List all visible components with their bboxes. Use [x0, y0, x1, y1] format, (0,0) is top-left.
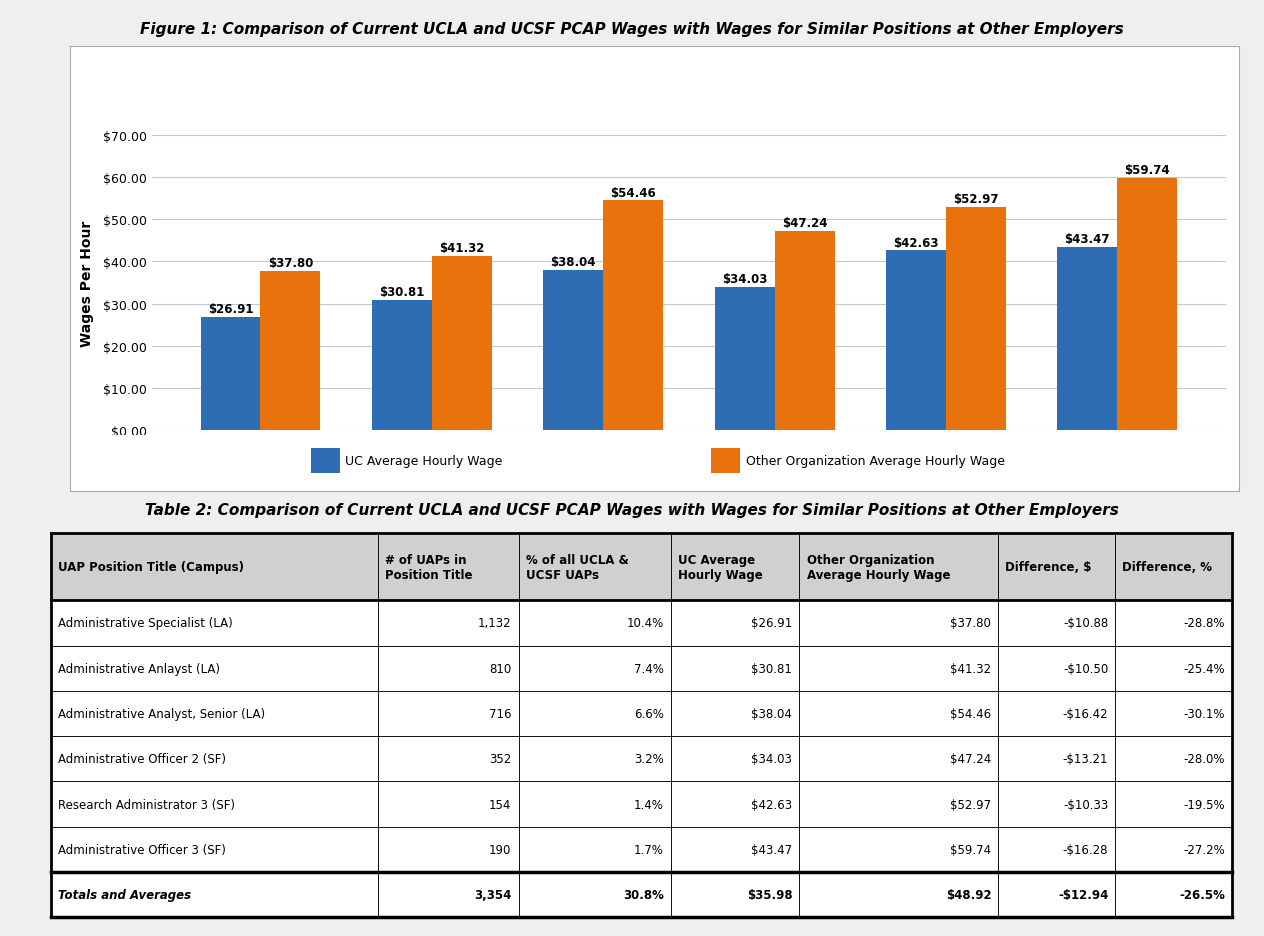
Bar — [775, 231, 834, 431]
Text: $34.03: $34.03 — [752, 753, 793, 766]
Text: 1.7%: 1.7% — [633, 843, 664, 856]
Text: -$10.50: -$10.50 — [1063, 662, 1109, 675]
Text: # of UAPs in
Position Title: # of UAPs in Position Title — [386, 553, 473, 581]
Text: $38.04: $38.04 — [550, 256, 595, 269]
Bar — [886, 251, 945, 431]
Text: $47.24: $47.24 — [951, 753, 991, 766]
Text: Administrative Officer 3 (SF): Administrative Officer 3 (SF) — [58, 843, 225, 856]
Text: -27.2%: -27.2% — [1183, 843, 1225, 856]
Text: $48.92: $48.92 — [945, 888, 991, 901]
Text: $26.91: $26.91 — [751, 617, 793, 630]
Bar — [201, 317, 260, 431]
Bar — [372, 300, 432, 431]
Text: Other Organization
Average Hourly Wage: Other Organization Average Hourly Wage — [806, 553, 951, 581]
Bar — [945, 208, 1006, 431]
Text: 190: 190 — [489, 843, 512, 856]
Text: 7.4%: 7.4% — [633, 662, 664, 675]
Text: $52.97: $52.97 — [953, 193, 999, 206]
Text: -30.1%: -30.1% — [1184, 708, 1225, 720]
Text: $54.46: $54.46 — [611, 186, 656, 199]
Text: $42.63: $42.63 — [894, 236, 939, 249]
Text: 3.2%: 3.2% — [633, 753, 664, 766]
Text: -$10.33: -$10.33 — [1063, 797, 1109, 811]
Bar — [544, 271, 603, 431]
Text: UC Average
Hourly Wage: UC Average Hourly Wage — [678, 553, 762, 581]
Text: $34.03: $34.03 — [722, 272, 767, 285]
Text: $30.81: $30.81 — [379, 286, 425, 300]
Text: $38.04: $38.04 — [752, 708, 793, 720]
Text: -25.4%: -25.4% — [1183, 662, 1225, 675]
Text: 30.8%: 30.8% — [623, 888, 664, 901]
Y-axis label: Wages Per Hour: Wages Per Hour — [81, 220, 95, 346]
Text: Administrative Specialist (LA): Administrative Specialist (LA) — [58, 617, 233, 630]
Text: -$10.88: -$10.88 — [1063, 617, 1109, 630]
Bar — [1117, 179, 1177, 431]
Text: Figure 1: Comparison of Current UCLA and UCSF PCAP Wages with Wages for Similar : Figure 1: Comparison of Current UCLA and… — [140, 22, 1124, 37]
Text: -$13.21: -$13.21 — [1063, 753, 1109, 766]
Text: $59.74: $59.74 — [951, 843, 991, 856]
Text: -$12.94: -$12.94 — [1058, 888, 1109, 901]
Text: UAP Position Title (Campus): UAP Position Title (Campus) — [58, 561, 244, 574]
Bar — [432, 256, 492, 431]
Text: $43.47: $43.47 — [751, 843, 793, 856]
Text: $41.32: $41.32 — [439, 241, 484, 255]
Bar — [714, 287, 775, 431]
Text: Research Administrator 3 (SF): Research Administrator 3 (SF) — [58, 797, 235, 811]
Text: Other Organization Average Hourly Wage: Other Organization Average Hourly Wage — [746, 455, 1005, 467]
Text: UC Average Hourly Wage: UC Average Hourly Wage — [345, 455, 503, 467]
Text: 810: 810 — [489, 662, 512, 675]
Bar — [1057, 247, 1117, 431]
Text: -28.0%: -28.0% — [1184, 753, 1225, 766]
Text: % of all UCLA &
UCSF UAPs: % of all UCLA & UCSF UAPs — [526, 553, 628, 581]
Text: 352: 352 — [489, 753, 512, 766]
Text: Table 2: Comparison of Current UCLA and UCSF PCAP Wages with Wages for Similar P: Table 2: Comparison of Current UCLA and … — [145, 503, 1119, 518]
Text: $41.32: $41.32 — [951, 662, 991, 675]
Text: 10.4%: 10.4% — [627, 617, 664, 630]
Text: 1,132: 1,132 — [478, 617, 512, 630]
Text: 1.4%: 1.4% — [633, 797, 664, 811]
Bar — [260, 271, 321, 431]
Text: $37.80: $37.80 — [268, 256, 313, 270]
Text: 6.6%: 6.6% — [633, 708, 664, 720]
Text: $43.47: $43.47 — [1064, 233, 1110, 246]
Text: $59.74: $59.74 — [1125, 164, 1170, 177]
Text: Administrative Anlayst (LA): Administrative Anlayst (LA) — [58, 662, 220, 675]
Text: 3,354: 3,354 — [474, 888, 512, 901]
Text: -$16.42: -$16.42 — [1063, 708, 1109, 720]
Text: $52.97: $52.97 — [951, 797, 991, 811]
Text: Totals and Averages: Totals and Averages — [58, 888, 191, 901]
Text: Difference, %: Difference, % — [1122, 561, 1212, 574]
Text: $54.46: $54.46 — [951, 708, 991, 720]
Text: $30.81: $30.81 — [752, 662, 793, 675]
Text: 716: 716 — [489, 708, 512, 720]
Bar — [603, 201, 664, 431]
Text: $47.24: $47.24 — [782, 217, 828, 230]
Text: $26.91: $26.91 — [207, 302, 253, 315]
Text: $35.98: $35.98 — [747, 888, 793, 901]
Text: Administrative Analyst, Senior (LA): Administrative Analyst, Senior (LA) — [58, 708, 264, 720]
Text: 154: 154 — [489, 797, 512, 811]
X-axis label: Position Titles: Position Titles — [633, 472, 744, 486]
Text: Difference, $: Difference, $ — [1005, 561, 1092, 574]
Text: Administrative Officer 2 (SF): Administrative Officer 2 (SF) — [58, 753, 226, 766]
Text: -26.5%: -26.5% — [1179, 888, 1225, 901]
Text: $37.80: $37.80 — [951, 617, 991, 630]
Text: -19.5%: -19.5% — [1183, 797, 1225, 811]
Text: $42.63: $42.63 — [751, 797, 793, 811]
Text: -$16.28: -$16.28 — [1063, 843, 1109, 856]
Text: -28.8%: -28.8% — [1184, 617, 1225, 630]
Bar — [712, 448, 739, 474]
Bar — [311, 448, 340, 474]
